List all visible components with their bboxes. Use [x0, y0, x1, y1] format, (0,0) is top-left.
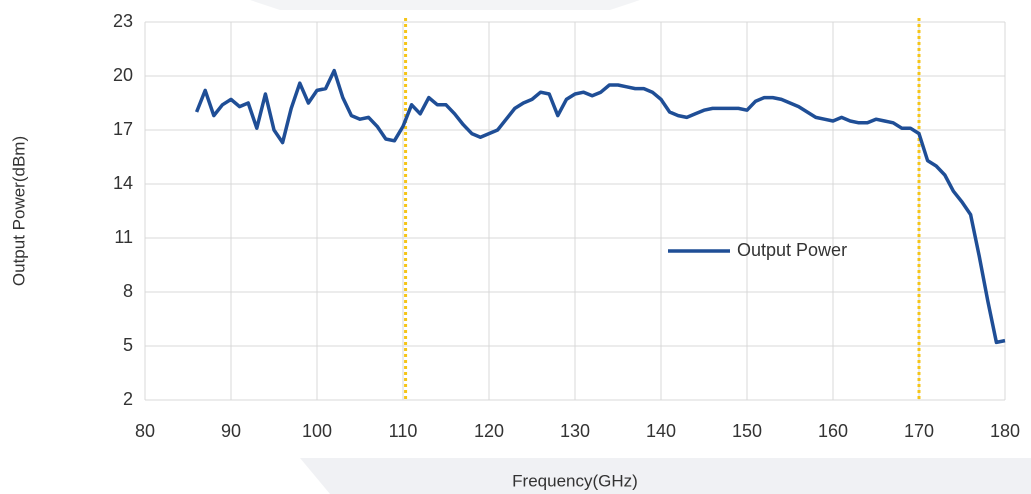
x-tick-label: 80 [135, 421, 155, 441]
data-line [194, 68, 1006, 345]
x-tick-label: 180 [990, 421, 1020, 441]
x-tick-label: 100 [302, 421, 332, 441]
y-tick-label: 8 [123, 281, 133, 301]
y-tick-label: 14 [113, 173, 133, 193]
x-axis-label: Frequency(GHz) [512, 471, 638, 490]
x-tick-label: 110 [389, 421, 418, 441]
decor-band [300, 458, 1031, 494]
y-tick-label: 17 [113, 119, 133, 139]
x-tick-label: 170 [904, 421, 934, 441]
y-tick-label: 2 [123, 389, 133, 409]
y-tick-label: 5 [123, 335, 133, 355]
x-tick-label: 90 [221, 421, 241, 441]
x-tick-label: 160 [818, 421, 848, 441]
y-axis-label: Output Power(dBm) [9, 136, 28, 286]
decor-band [250, 0, 640, 10]
x-tick-label: 130 [560, 421, 590, 441]
x-tick-label: 120 [474, 421, 504, 441]
x-tick-label: 140 [646, 421, 676, 441]
y-tick-label: 20 [113, 65, 133, 85]
legend-label: Output Power [737, 240, 847, 260]
y-tick-label: 23 [113, 11, 133, 31]
y-tick-label: 11 [114, 227, 133, 247]
x-tick-label: 150 [732, 421, 762, 441]
